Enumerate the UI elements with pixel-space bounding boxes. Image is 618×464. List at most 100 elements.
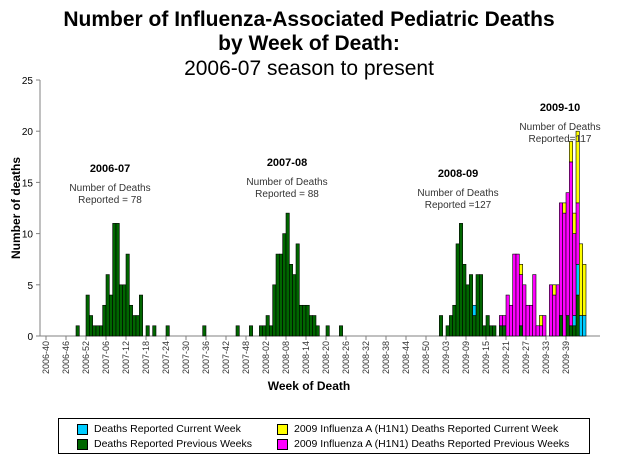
chart-subtitle: 2006-07 season to present xyxy=(184,57,434,80)
season-label: 2006-07 xyxy=(90,163,130,175)
bar-deaths-reported-previous-weeks-2008-02 xyxy=(265,315,270,337)
bar-2009-influenza-a-h1n1-deaths-reported-previous-weeks-2009-35 xyxy=(552,294,557,337)
bar-deaths-reported-previous-weeks-2008-12 xyxy=(299,304,303,337)
bar-deaths-reported-previous-weeks-2009-41 xyxy=(572,325,577,337)
season-count-value: Reported = 78 xyxy=(78,195,142,206)
bar-deaths-reported-previous-weeks-2009-11 xyxy=(472,315,477,337)
bar-2009-influenza-a-h1n1-deaths-reported-previous-weeks-2009-21 xyxy=(505,294,510,337)
legend-swatch xyxy=(277,438,288,450)
season-label: 2008-09 xyxy=(438,168,478,180)
legend-label: Deaths Reported Current Week xyxy=(94,423,241,435)
y-tick-label: 25 xyxy=(22,76,34,87)
legend-item-previous-weeks: Deaths Reported Previous Weeks xyxy=(77,438,252,450)
x-tick-label: 2008-26 xyxy=(341,341,351,374)
bar-deaths-reported-previous-weeks-2007-08 xyxy=(112,223,117,337)
x-tick-label: 2006-52 xyxy=(81,341,91,374)
x-tick-label: 2007-42 xyxy=(221,341,231,374)
chart-title-line2: by Week of Death: xyxy=(218,32,400,55)
bar-deaths-reported-previous-weeks-2009-07 xyxy=(459,223,463,337)
bar-2009-influenza-a-h1n1-deaths-reported-current-week-2009-44 xyxy=(582,264,587,316)
bar-deaths-reported-previous-weeks-2008-20 xyxy=(325,325,330,337)
bar-deaths-reported-previous-weeks-2009-12 xyxy=(475,274,480,337)
bar-2009-influenza-a-h1n1-deaths-reported-previous-weeks-2009-23 xyxy=(512,253,517,337)
bar-2009-influenza-a-h1n1-deaths-reported-current-week-2009-35 xyxy=(552,284,557,296)
legend-label: 2009 Influenza A (H1N1) Deaths Reported … xyxy=(294,423,559,435)
legend-item-h1n1-current-week: 2009 Influenza A (H1N1) Deaths Reported … xyxy=(277,423,558,435)
legend: Deaths Reported Current Week Deaths Repo… xyxy=(58,418,590,454)
bar-deaths-reported-previous-weeks-2007-49 xyxy=(249,325,253,337)
bar-deaths-reported-previous-weeks-2008-09 xyxy=(289,264,293,337)
bar-2009-influenza-a-h1n1-deaths-reported-current-week-2009-43 xyxy=(579,243,583,316)
bar-2009-influenza-a-h1n1-deaths-reported-current-week-2009-38 xyxy=(562,202,567,214)
x-tick-label: 2008-14 xyxy=(301,341,311,374)
bar-deaths-reported-previous-weeks-2009-14 xyxy=(482,325,487,337)
x-tick-label: 2007-12 xyxy=(121,341,131,374)
bar-2009-influenza-a-h1n1-deaths-reported-previous-weeks-2009-29 xyxy=(532,274,537,337)
bar-2009-influenza-a-h1n1-deaths-reported-previous-weeks-2009-40 xyxy=(569,161,573,327)
bar-deaths-reported-previous-weeks-2008-01 xyxy=(262,325,267,337)
bar-deaths-reported-previous-weeks-2006-49 xyxy=(75,325,80,337)
bar-deaths-reported-previous-weeks-2007-03 xyxy=(95,325,100,337)
x-tick-label: 2007-48 xyxy=(241,341,251,374)
y-tick-label: 5 xyxy=(27,281,33,292)
bar-deaths-reported-previous-weeks-2007-06 xyxy=(105,274,110,337)
bar-2009-influenza-a-h1n1-deaths-reported-current-week-2009-42 xyxy=(575,130,580,204)
season-count-value: Reported =127 xyxy=(425,200,492,211)
x-tick-label: 2008-50 xyxy=(421,341,431,374)
season-count-value: Reported=117 xyxy=(529,134,592,145)
bar-deaths-reported-previous-weeks-2009-20 xyxy=(502,325,507,337)
bar-deaths-reported-previous-weeks-2008-04 xyxy=(272,284,277,337)
x-tick-label: 2008-20 xyxy=(321,341,331,374)
bar-deaths-reported-previous-weeks-2007-10 xyxy=(119,284,123,337)
bar-2009-influenza-a-h1n1-deaths-reported-previous-weeks-2009-32 xyxy=(542,315,547,337)
season-count-label: Number of Deaths xyxy=(69,183,150,194)
legend-item-h1n1-previous-weeks: 2009 Influenza A (H1N1) Deaths Reported … xyxy=(277,438,569,450)
bar-deaths-reported-previous-weeks-2008-08 xyxy=(285,212,290,337)
bar-2009-influenza-a-h1n1-deaths-reported-current-week-2009-25 xyxy=(519,264,523,275)
legend-label: 2009 Influenza A (H1N1) Deaths Reported … xyxy=(294,438,570,450)
bar-deaths-reported-previous-weeks-2009-40 xyxy=(569,325,573,337)
bar-deaths-reported-previous-weeks-2009-01 xyxy=(439,315,443,337)
bar-deaths-reported-previous-weeks-2009-04 xyxy=(449,315,453,337)
bar-deaths-reported-previous-weeks-2009-13 xyxy=(479,274,483,337)
season-label: 2009-10 xyxy=(540,102,580,114)
bar-deaths-reported-previous-weeks-2007-18 xyxy=(145,325,150,337)
bar-2009-influenza-a-h1n1-deaths-reported-previous-weeks-2009-25 xyxy=(519,274,523,327)
y-tick-label: 10 xyxy=(22,230,34,241)
bar-deaths-reported-previous-weeks-2009-37 xyxy=(559,315,563,337)
x-axis-label: Week of Death xyxy=(268,379,350,393)
season-label: 2007-08 xyxy=(267,157,307,169)
y-tick-label: 0 xyxy=(27,332,33,343)
bar-deaths-reported-previous-weeks-2009-16 xyxy=(489,325,493,337)
bar-2009-influenza-a-h1n1-deaths-reported-previous-weeks-2009-22 xyxy=(509,304,513,337)
bar-deaths-reported-previous-weeks-2008-10 xyxy=(292,274,297,337)
y-tick-label: 20 xyxy=(22,127,34,138)
bar-2009-influenza-a-h1n1-deaths-reported-previous-weeks-2009-19 xyxy=(499,315,503,327)
legend-swatch xyxy=(77,423,88,435)
bar-deaths-reported-previous-weeks-2007-02 xyxy=(92,325,97,337)
bar-2009-influenza-a-h1n1-deaths-reported-current-week-2009-41 xyxy=(572,212,577,234)
bar-deaths-reported-previous-weeks-2009-42 xyxy=(575,294,580,337)
bar-2009-influenza-a-h1n1-deaths-reported-previous-weeks-2009-39 xyxy=(565,192,570,316)
bar-2009-influenza-a-h1n1-deaths-reported-current-week-2009-31 xyxy=(539,315,543,327)
bar-deaths-reported-previous-weeks-2008-14 xyxy=(305,304,310,337)
bar-2009-influenza-a-h1n1-deaths-reported-previous-weeks-2009-42 xyxy=(575,202,580,265)
legend-swatch xyxy=(277,423,288,435)
bar-deaths-reported-previous-weeks-2008-11 xyxy=(295,243,300,337)
bar-2009-influenza-a-h1n1-deaths-reported-previous-weeks-2009-28 xyxy=(529,304,533,337)
bar-deaths-reported-previous-weeks-2009-06 xyxy=(455,243,460,337)
x-tick-label: 2007-24 xyxy=(161,341,171,374)
bar-2009-influenza-a-h1n1-deaths-reported-previous-weeks-2009-38 xyxy=(562,212,567,337)
bar-deaths-reported-current-week-2009-44 xyxy=(582,315,587,337)
bar-deaths-reported-previous-weeks-2008-16 xyxy=(312,315,317,337)
chart-title-line1: Number of Influenza-Associated Pediatric… xyxy=(63,8,555,31)
bar-deaths-reported-previous-weeks-2007-20 xyxy=(152,325,157,337)
x-tick-label: 2008-38 xyxy=(381,341,391,374)
x-tick-label: 2009-21 xyxy=(501,341,511,374)
x-tick-label: 2008-32 xyxy=(361,341,371,374)
x-tick-label: 2007-18 xyxy=(141,341,151,374)
bar-2009-influenza-a-h1n1-deaths-reported-previous-weeks-2009-36 xyxy=(555,284,560,337)
bar-2009-influenza-a-h1n1-deaths-reported-previous-weeks-2009-27 xyxy=(525,304,530,337)
bar-2009-influenza-a-h1n1-deaths-reported-previous-weeks-2009-30 xyxy=(535,325,540,337)
